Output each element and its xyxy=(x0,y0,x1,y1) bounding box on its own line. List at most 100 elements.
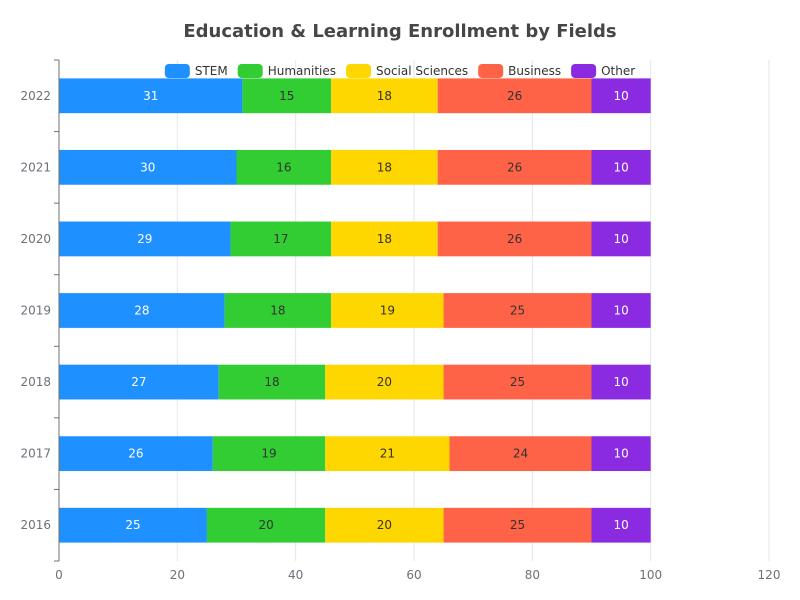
bar-data-label: 10 xyxy=(613,375,628,389)
legend-item[interactable]: Social Sciences xyxy=(346,64,468,78)
bar-data-label: 10 xyxy=(613,89,628,103)
legend-swatch xyxy=(478,64,504,78)
bars: 31 15 18 26 10 30 16 18 26 10 29 17 18 26 10 28 18 19 25 10… xyxy=(59,78,651,543)
bar-segment[interactable] xyxy=(331,149,438,185)
bar-segment[interactable] xyxy=(236,149,332,185)
bar-data-label: 25 xyxy=(510,375,525,389)
bar-segment[interactable] xyxy=(437,221,592,257)
bar-segment[interactable] xyxy=(59,221,231,257)
bar-segment[interactable] xyxy=(591,221,651,257)
bar-data-label: 10 xyxy=(613,160,628,174)
bar-segment[interactable] xyxy=(59,293,225,328)
x-tick-label: 20 xyxy=(170,568,185,582)
legend-label: Business xyxy=(508,64,561,78)
bar-data-label: 19 xyxy=(380,304,395,318)
bar-segment[interactable] xyxy=(230,221,332,257)
x-tick-label: 100 xyxy=(639,568,662,582)
y-tick-label: 2022 xyxy=(20,89,51,103)
bar-segment[interactable] xyxy=(59,149,237,185)
bar-segment[interactable] xyxy=(449,436,592,472)
x-tick-label: 40 xyxy=(288,568,303,582)
x-tick-label: 0 xyxy=(55,568,63,582)
bar-data-label: 10 xyxy=(613,232,628,246)
bar-data-label: 17 xyxy=(273,232,288,246)
bar-segment[interactable] xyxy=(218,364,326,400)
bar-segment[interactable] xyxy=(591,293,651,328)
bar-data-label: 25 xyxy=(510,518,525,532)
y-tick-label: 2016 xyxy=(20,518,51,532)
y-tick-label: 2019 xyxy=(20,304,51,318)
bar-data-label: 20 xyxy=(258,518,273,532)
x-tick-label: 80 xyxy=(525,568,540,582)
bar-segment[interactable] xyxy=(59,507,207,543)
bar-segment[interactable] xyxy=(591,364,651,400)
bar-data-label: 25 xyxy=(125,518,140,532)
bar-data-label: 26 xyxy=(507,89,522,103)
legend-item[interactable]: STEM xyxy=(164,64,228,78)
bar-segment[interactable] xyxy=(591,507,651,543)
bar-data-label: 27 xyxy=(131,375,146,389)
bar-data-label: 26 xyxy=(507,160,522,174)
bar-segment[interactable] xyxy=(325,507,444,543)
bar-data-label: 24 xyxy=(513,447,528,461)
bar-data-label: 20 xyxy=(377,518,392,532)
bar-data-label: 18 xyxy=(377,232,392,246)
bar-segment[interactable] xyxy=(437,78,592,114)
x-tick-label: 60 xyxy=(406,568,421,582)
bar-segment[interactable] xyxy=(591,78,651,114)
bar-data-label: 31 xyxy=(143,89,158,103)
bar-segment[interactable] xyxy=(443,293,592,328)
bar-segment[interactable] xyxy=(212,436,326,472)
bar-segment[interactable] xyxy=(331,293,444,328)
bar-data-label: 18 xyxy=(270,304,285,318)
bar-segment[interactable] xyxy=(443,507,592,543)
bar-segment[interactable] xyxy=(242,78,332,114)
x-tick-label: 120 xyxy=(758,568,781,582)
bar-data-label: 10 xyxy=(613,518,628,532)
legend-swatch xyxy=(571,64,597,78)
axes: 0 20 40 60 80 100 1202022202120202019201820172… xyxy=(20,59,781,582)
legend-item[interactable]: Humanities xyxy=(237,64,336,78)
legend-item[interactable]: Other xyxy=(571,64,635,78)
legend-label: Humanities xyxy=(268,64,336,78)
bar-data-label: 18 xyxy=(264,375,279,389)
legend-swatch xyxy=(346,64,372,78)
bar-data-label: 10 xyxy=(613,304,628,318)
legend-label: Other xyxy=(601,64,635,78)
y-tick-label: 2017 xyxy=(20,447,51,461)
bar-segment[interactable] xyxy=(591,149,651,185)
bar-segment[interactable] xyxy=(206,507,326,543)
bar-data-label: 10 xyxy=(613,447,628,461)
bar-segment[interactable] xyxy=(331,78,438,114)
bar-data-label: 26 xyxy=(507,232,522,246)
bar-segment[interactable] xyxy=(224,293,332,328)
bar-segment[interactable] xyxy=(591,436,651,472)
legend-label: STEM xyxy=(195,64,228,78)
legend-item[interactable]: Business xyxy=(478,64,561,78)
legend-swatch xyxy=(237,64,263,78)
bar-segment[interactable] xyxy=(437,149,592,185)
bar-data-label: 18 xyxy=(377,160,392,174)
y-tick-label: 2020 xyxy=(20,232,51,246)
bar-segment[interactable] xyxy=(59,436,213,472)
bar-segment[interactable] xyxy=(325,436,450,472)
bar-data-label: 21 xyxy=(380,447,395,461)
bar-data-label: 18 xyxy=(377,89,392,103)
legend-swatch xyxy=(164,64,190,78)
bar-data-label: 30 xyxy=(140,160,155,174)
bar-data-label: 20 xyxy=(377,375,392,389)
bar-segment[interactable] xyxy=(443,364,592,400)
bar-data-label: 19 xyxy=(261,447,276,461)
legend[interactable]: STEM Humanities Social Sciences Business Oth… xyxy=(164,64,635,78)
legend-label: Social Sciences xyxy=(376,64,468,78)
bar-data-label: 28 xyxy=(134,304,149,318)
bar-segment[interactable] xyxy=(59,78,243,114)
bar-segment[interactable] xyxy=(331,221,438,257)
bar-data-label: 29 xyxy=(137,232,152,246)
bar-segment[interactable] xyxy=(325,364,444,400)
y-tick-label: 2021 xyxy=(20,160,51,174)
bar-data-label: 16 xyxy=(276,160,291,174)
bar-segment[interactable] xyxy=(59,364,219,400)
